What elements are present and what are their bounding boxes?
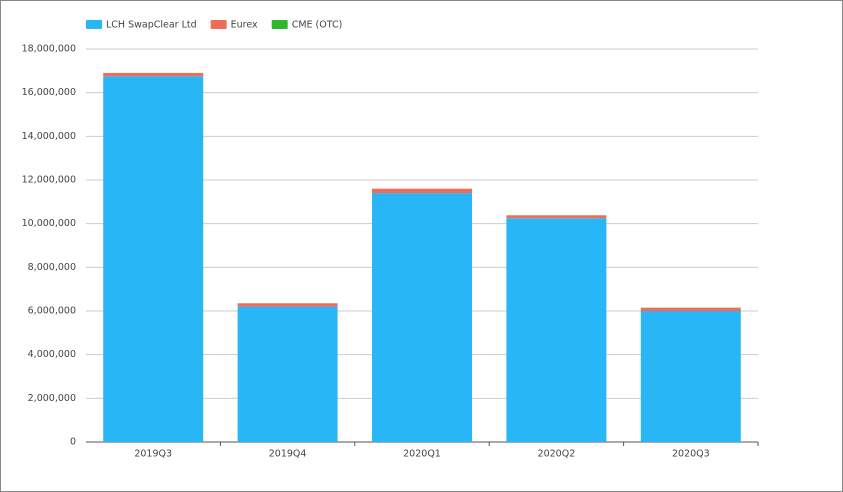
bar-segment bbox=[103, 73, 204, 77]
bar-segment bbox=[506, 218, 607, 442]
legend-swatch bbox=[271, 20, 288, 29]
bar-segment bbox=[506, 215, 607, 219]
y-tick-label: 8,000,000 bbox=[28, 262, 76, 273]
x-tick-label: 2020Q2 bbox=[538, 449, 576, 460]
legend-label: CME (OTC) bbox=[292, 20, 343, 31]
legend-swatch bbox=[86, 20, 102, 29]
legend-label: Eurex bbox=[231, 20, 258, 31]
y-tick-label: 14,000,000 bbox=[22, 131, 76, 142]
legend-swatch bbox=[210, 20, 227, 29]
y-tick-label: 18,000,000 bbox=[22, 44, 76, 55]
x-tick-label: 2020Q3 bbox=[672, 449, 710, 460]
bar-segment bbox=[640, 311, 741, 442]
bar-segment bbox=[237, 306, 338, 442]
y-tick-label: 0 bbox=[70, 437, 76, 448]
x-tick-label: 2019Q3 bbox=[134, 449, 172, 460]
bar-segment bbox=[372, 193, 472, 442]
y-tick-label: 16,000,000 bbox=[22, 87, 76, 98]
x-tick-label: 2020Q1 bbox=[403, 449, 441, 460]
y-tick-label: 4,000,000 bbox=[28, 349, 76, 360]
bar-segment bbox=[640, 307, 741, 311]
y-tick-label: 10,000,000 bbox=[22, 218, 76, 229]
y-tick-label: 12,000,000 bbox=[22, 175, 76, 186]
bar-segment bbox=[103, 76, 204, 443]
x-tick-label: 2019Q4 bbox=[269, 449, 307, 460]
y-tick-label: 6,000,000 bbox=[28, 306, 76, 317]
legend-label: LCH SwapClear Ltd bbox=[106, 20, 197, 31]
bar-segment bbox=[372, 188, 472, 194]
y-tick-label: 2,000,000 bbox=[28, 393, 76, 404]
bar-segment bbox=[237, 303, 338, 307]
